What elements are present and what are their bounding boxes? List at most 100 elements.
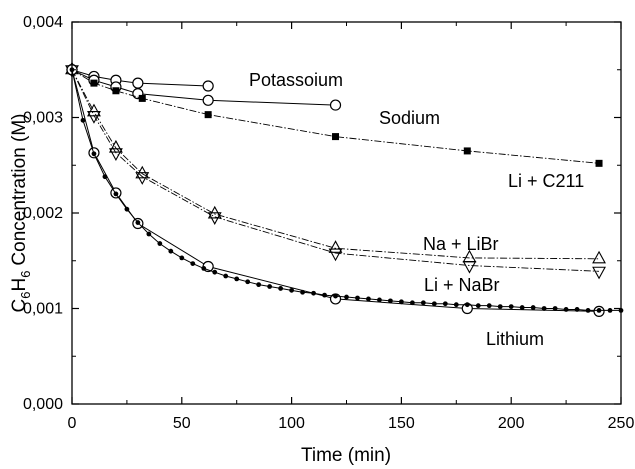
y-axis-title: C6H6Concentration (M) <box>9 114 33 313</box>
x-tick-label: 0 <box>68 415 77 432</box>
data-point-li-c211-square-filled <box>138 94 146 102</box>
x-tick-label: 100 <box>278 415 305 432</box>
y-axis-formula-sub2: 6 <box>18 271 33 278</box>
data-point-potassoium-circle-open <box>132 77 144 89</box>
data-point-li-nabr-triangle-down-open <box>328 248 343 262</box>
data-point-lithium-dot-filled <box>607 308 613 313</box>
data-point-sodium-circle-open <box>329 99 342 111</box>
data-point-lithium-dot-filled <box>201 265 207 271</box>
data-point-li-c211-square-filled <box>595 159 603 167</box>
data-point-lithium-dot-filled <box>311 290 316 296</box>
data-point-lithium-dot-filled <box>442 301 448 307</box>
data-point-na-libr-triangle-up-open <box>108 139 123 153</box>
data-point-lithium-dot-filled <box>234 276 240 282</box>
data-point-lithium-dot-filled <box>563 307 569 312</box>
data-point-lithium-dot-filled <box>541 306 547 311</box>
data-point-li-c211-square-filled <box>204 111 212 119</box>
y-tick-label: 0,004 <box>23 14 63 31</box>
data-point-lithium-dot-filled <box>102 174 108 180</box>
data-point-li-nabr-triangle-down-open <box>135 172 150 185</box>
data-point-lithium-dot-filled <box>585 308 591 313</box>
data-point-lithium-dot-filled <box>333 293 338 299</box>
data-point-li-c211-square-filled <box>463 147 471 155</box>
y-tick-label: 0,002 <box>23 205 63 222</box>
y-tick-label: 0,003 <box>23 110 63 127</box>
data-point-sodium-circle-open <box>202 94 214 106</box>
data-point-lithium-dot-filled <box>168 248 174 254</box>
series-layer <box>65 61 624 317</box>
data-point-lithium-dot-filled <box>420 300 426 306</box>
series-label-li-c211: Li + C211 <box>508 171 584 191</box>
data-point-lithium-dot-filled <box>475 303 481 309</box>
data-point-li-nabr-triangle-down-open <box>462 260 477 274</box>
data-point-lithium-dot-filled <box>409 300 415 306</box>
data-point-potassoium-circle-open <box>202 80 214 92</box>
data-point-lithium-dot-filled <box>223 273 229 279</box>
series-line-lithium-circle-open <box>71 69 600 312</box>
data-point-lithium-dot-filled <box>596 308 602 313</box>
data-point-lithium-dot-filled <box>80 117 86 123</box>
data-point-lithium-dot-filled <box>574 307 580 312</box>
data-point-lithium-dot-filled <box>530 305 536 310</box>
data-point-lithium-dot-filled <box>344 294 349 300</box>
data-point-lithium-dot-filled <box>278 286 284 291</box>
data-point-lithium-dot-filled <box>157 241 163 246</box>
data-point-lithium-dot-filled <box>300 289 305 295</box>
data-point-lithium-dot-filled <box>453 302 459 308</box>
data-point-li-nabr-triangle-down-open <box>207 212 222 225</box>
y-tick-label: 0,001 <box>23 301 63 318</box>
series-label-li-nabr: Li + NaBr <box>424 275 500 295</box>
data-point-lithium-dot-filled <box>322 292 327 298</box>
x-tick-label: 200 <box>498 415 525 432</box>
series-label-na-libr: Na + LiBr <box>423 234 499 254</box>
data-point-na-libr-triangle-up-open <box>592 250 606 264</box>
x-tick-label: 250 <box>608 415 635 432</box>
data-point-lithium-dot-filled <box>497 304 503 309</box>
data-point-lithium-dot-filled <box>366 296 371 302</box>
data-point-li-c211-square-filled <box>332 133 340 141</box>
data-point-lithium-dot-filled <box>377 297 382 303</box>
data-point-lithium-dot-filled <box>508 304 514 309</box>
data-point-li-c211-square-filled <box>90 79 98 87</box>
data-point-lithium-dot-filled <box>431 301 437 307</box>
data-point-li-nabr-triangle-down-open <box>592 266 606 280</box>
data-point-lithium-dot-filled <box>124 206 130 212</box>
x-tick-label: 50 <box>173 415 191 432</box>
data-point-na-libr-triangle-up-open <box>328 240 343 253</box>
y-tick-label: 0,000 <box>23 396 63 413</box>
data-point-lithium-dot-filled <box>552 306 558 311</box>
data-point-lithium-dot-filled <box>388 298 393 304</box>
data-point-li-c211-square-filled <box>112 87 120 95</box>
y-axis-formula-h: H <box>9 278 30 292</box>
data-point-lithium-dot-filled <box>146 231 152 237</box>
series-line-na-libr-triangle-up-open <box>71 69 600 260</box>
data-point-lithium-dot-filled <box>267 284 273 289</box>
data-point-lithium-dot-filled <box>91 151 97 157</box>
data-point-lithium-dot-filled <box>355 295 360 301</box>
series-label-lithium: Lithium <box>486 329 544 349</box>
tick-layer: 0 50 100 150 200 250 0,000 0,001 0,002 0,003 0,004 <box>23 14 634 432</box>
data-point-lithium-dot-filled <box>399 299 404 305</box>
data-point-li-nabr-triangle-down-open <box>108 148 123 161</box>
y-axis-label-text: Concentration (M) <box>9 114 30 266</box>
x-axis-title: Time (min) <box>301 445 391 466</box>
data-point-lithium-dot-filled <box>464 302 470 308</box>
data-point-li-nabr-triangle-down-open <box>87 111 101 124</box>
x-tick-label: 150 <box>388 415 415 432</box>
data-point-lithium-dot-filled <box>135 220 141 225</box>
series-line-li-c211-square-filled <box>71 69 600 164</box>
y-axis-formula-sub1: 6 <box>18 292 33 299</box>
data-point-lithium-dot-filled <box>519 305 525 310</box>
series-label-sodium: Sodium <box>379 108 440 128</box>
data-point-lithium-dot-filled <box>486 303 492 309</box>
data-point-lithium-dot-filled <box>113 191 119 197</box>
data-point-lithium-dot-filled <box>289 287 294 293</box>
data-point-lithium-dot-filled <box>179 255 185 261</box>
data-point-lithium-dot-filled <box>212 269 218 275</box>
y-axis-formula-c: C <box>9 299 30 313</box>
data-point-lithium-dot-filled <box>256 282 262 288</box>
series-label-potassium: Potassoium <box>249 70 343 90</box>
data-point-lithium-dot-filled <box>245 279 251 285</box>
data-point-lithium-dot-filled <box>190 261 196 267</box>
